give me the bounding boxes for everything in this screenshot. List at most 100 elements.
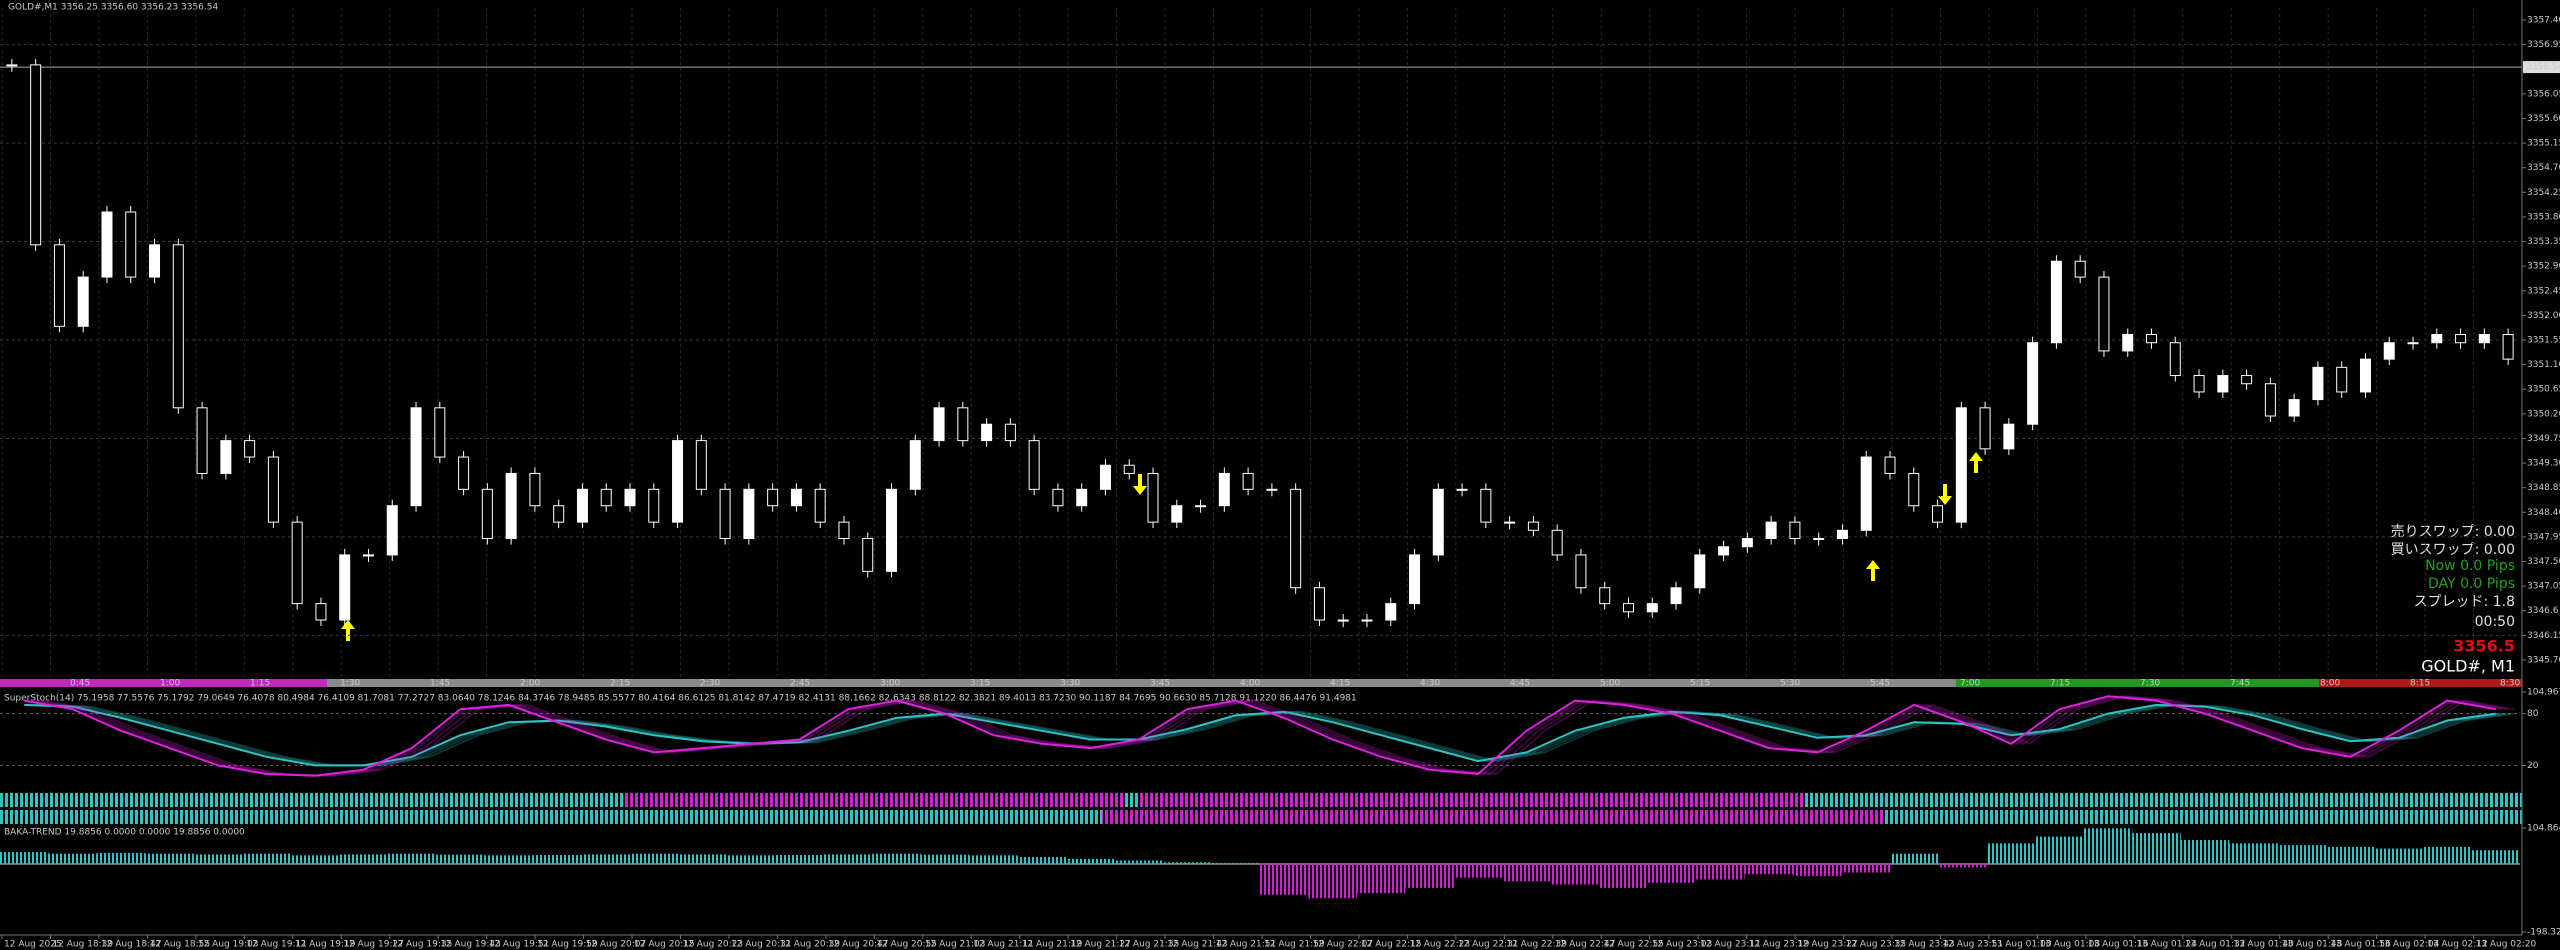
candle — [267, 456, 279, 523]
bar — [1744, 863, 1794, 875]
y-tick-label: 3347.95 — [2527, 532, 2560, 542]
x-tick-label: 12 Aug 22:31 — [1458, 940, 1519, 950]
candle — [1504, 521, 1516, 524]
x-tick-label: 13 Aug 01:16 — [2088, 940, 2149, 950]
candle — [2193, 375, 2205, 393]
now-pips: Now 0.0 Pips — [2425, 558, 2515, 574]
y-tick-label: 3349.75 — [2527, 434, 2560, 444]
candle — [125, 211, 137, 278]
bar — [339, 854, 388, 864]
candle — [1884, 456, 1896, 474]
sell-arrow — [1133, 474, 1147, 495]
candle — [481, 488, 493, 540]
candle — [1456, 488, 1468, 491]
y-tick-label: 3350.65 — [2527, 385, 2560, 395]
candle — [220, 440, 232, 474]
bar — [2471, 850, 2520, 864]
candle — [1242, 472, 1254, 490]
bar — [96, 852, 146, 864]
signal-rows — [0, 793, 2522, 824]
chart-header: GOLD#,M1 3356.25 3356.60 3356.23 3356.54 — [8, 3, 218, 13]
candle — [101, 211, 113, 278]
bar — [726, 855, 776, 864]
x-tick-label: 13 Aug 01:32 — [2185, 940, 2246, 950]
current-price: 3356.5 — [2453, 637, 2515, 656]
bar — [2326, 846, 2375, 864]
y-tick-label: 3353.80 — [2527, 212, 2560, 222]
bar — [242, 853, 291, 864]
y-tick-label: 20 — [2527, 761, 2539, 771]
y-tick-label: 3345.70 — [2527, 655, 2560, 665]
candle — [1171, 505, 1183, 523]
session-label: 5:00 — [1600, 679, 1620, 689]
candle — [672, 440, 684, 523]
x-tick-label: 12 Aug 19:03 — [198, 940, 259, 950]
candle — [957, 407, 969, 442]
buy-swap: 買いスワップ: 0.00 — [2391, 542, 2515, 558]
candle — [1099, 464, 1111, 490]
session-label: 2:15 — [610, 679, 630, 689]
candle — [1765, 521, 1777, 540]
x-tick-label: 13 Aug 02:12 — [2427, 940, 2488, 950]
session-label: 3:30 — [1060, 679, 1080, 689]
bar — [630, 853, 679, 864]
candle — [2098, 276, 2110, 352]
series-line — [24, 695, 2496, 777]
candle — [2359, 358, 2371, 393]
y-tick-label: 3353.35 — [2527, 237, 2560, 247]
candle — [1313, 587, 1325, 621]
bar — [1986, 843, 2036, 864]
candle — [2050, 260, 2062, 344]
candle — [1266, 488, 1278, 491]
bar — [872, 853, 921, 864]
candle — [244, 440, 256, 458]
candle — [790, 488, 802, 507]
bar — [1260, 863, 1309, 895]
session-strip — [0, 679, 2522, 687]
candle — [1551, 529, 1563, 556]
y-tick-label: 3347.05 — [2527, 582, 2560, 592]
x-tick-label: 12 Aug 18:39 — [52, 940, 113, 950]
bar — [2180, 839, 2230, 864]
candle — [2122, 334, 2134, 352]
candle — [1409, 554, 1421, 605]
bar — [484, 855, 534, 864]
x-tick-label: 12 Aug 21:19 — [1022, 940, 1083, 950]
candle — [2502, 334, 2514, 360]
candle — [1195, 505, 1207, 508]
x-tick-label: 12 Aug 19:51 — [489, 940, 550, 950]
candle — [719, 488, 731, 540]
x-tick-label: 13 Aug 01:56 — [2330, 940, 2391, 950]
candle — [1599, 587, 1611, 605]
candle — [648, 488, 660, 523]
candle — [339, 554, 351, 621]
bar — [387, 853, 437, 864]
session-label: 2:45 — [790, 679, 810, 689]
x-tick-label: 12 Aug 23:35 — [1846, 940, 1907, 950]
session-segment — [1956, 679, 2319, 687]
bar — [1066, 858, 1115, 864]
bar — [1308, 863, 1357, 899]
x-tick-label: 12 Aug 20:39 — [779, 940, 840, 950]
bar — [1017, 857, 1067, 864]
candle — [2478, 334, 2490, 344]
x-tick-label: 12 Aug 20:31 — [731, 940, 792, 950]
bar — [533, 855, 582, 864]
x-tick-label: 13 Aug 01:48 — [2282, 940, 2343, 950]
bar — [0, 851, 49, 864]
candle — [1337, 619, 1349, 622]
candle — [2455, 334, 2467, 344]
candle — [2288, 399, 2300, 417]
session-label: 1:45 — [430, 679, 450, 689]
bar — [436, 854, 485, 864]
bar — [2229, 843, 2278, 864]
y-tick-label: -198.3245 — [2527, 928, 2560, 938]
x-tick-label: 12 Aug 22:15 — [1361, 940, 1422, 950]
bar — [2277, 845, 2327, 864]
bar — [1356, 863, 1406, 894]
candle — [149, 244, 161, 278]
y-tick-label: 3346.15 — [2527, 631, 2560, 641]
session-label: 4:45 — [1510, 679, 1530, 689]
candle — [1932, 505, 1944, 523]
candle — [624, 488, 636, 507]
